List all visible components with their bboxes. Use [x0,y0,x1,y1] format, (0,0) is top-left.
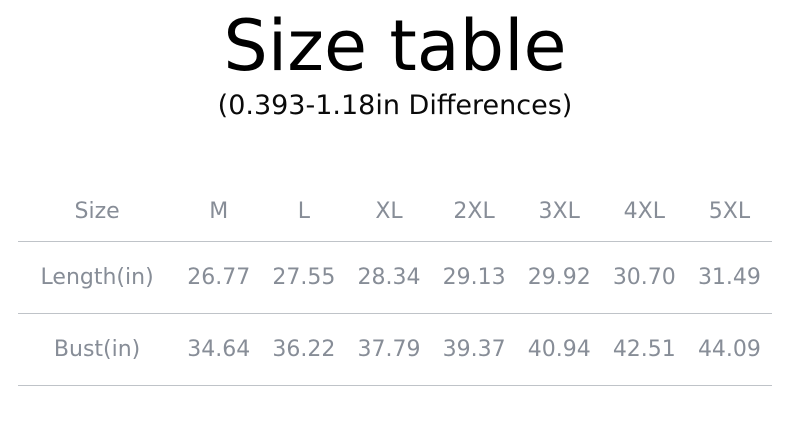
row-label-bust: Bust(in) [18,313,177,386]
table-row: Length(in) 26.77 27.55 28.34 29.13 29.92… [18,241,772,314]
size-table-body: Length(in) 26.77 27.55 28.34 29.13 29.92… [18,241,772,386]
column-header-l: L [261,182,347,242]
cell-bust-m: 34.64 [176,313,262,386]
size-table-head: Size M L XL 2XL 3XL 4XL 5XL [18,182,772,242]
size-table-container: Size M L XL 2XL 3XL 4XL 5XL Length(in) 2… [18,182,772,386]
cell-bust-2xl: 39.37 [431,313,517,386]
table-row: Bust(in) 34.64 36.22 37.79 39.37 40.94 4… [18,313,772,386]
cell-length-2xl: 29.13 [431,241,517,314]
column-header-3xl: 3XL [516,182,602,242]
column-header-xl: XL [346,182,432,242]
cell-bust-xl: 37.79 [346,313,432,386]
cell-bust-4xl: 42.51 [601,313,687,386]
size-table: Size M L XL 2XL 3XL 4XL 5XL Length(in) 2… [18,182,772,386]
column-header-4xl: 4XL [601,182,687,242]
cell-length-l: 27.55 [261,241,347,314]
cell-length-4xl: 30.70 [601,241,687,314]
cell-length-5xl: 31.49 [686,241,772,314]
column-header-m: M [176,182,262,242]
page-subtitle: (0.393-1.18in Differences) [217,90,573,121]
column-header-size: Size [18,182,177,242]
cell-length-m: 26.77 [176,241,262,314]
cell-bust-5xl: 44.09 [686,313,772,386]
cell-length-3xl: 29.92 [516,241,602,314]
row-label-length: Length(in) [18,241,177,314]
column-header-2xl: 2XL [431,182,517,242]
heading-block: Size table (0.393-1.18in Differences) [0,0,790,124]
cell-bust-3xl: 40.94 [516,313,602,386]
column-header-5xl: 5XL [686,182,772,242]
table-header-row: Size M L XL 2XL 3XL 4XL 5XL [18,182,772,242]
cell-bust-l: 36.22 [261,313,347,386]
page-title: Size table [223,5,567,87]
cell-length-xl: 28.34 [346,241,432,314]
